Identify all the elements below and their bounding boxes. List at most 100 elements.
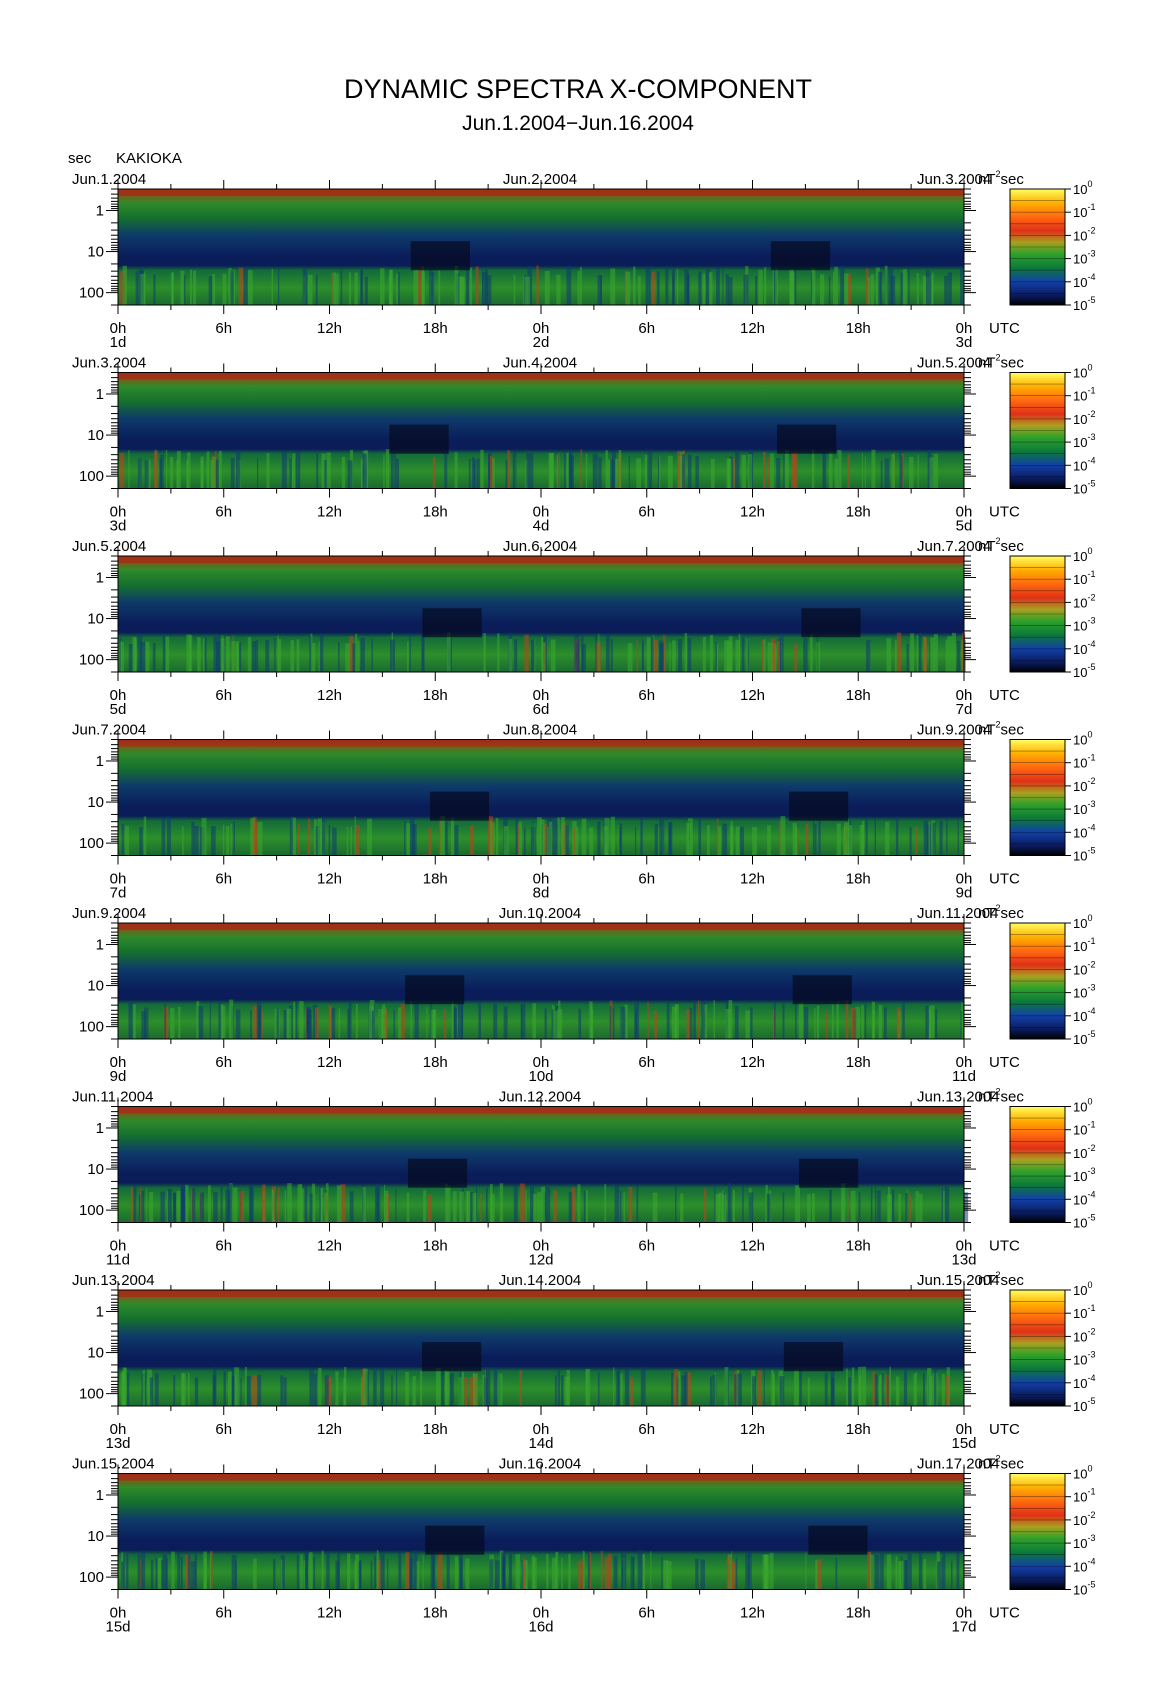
spectrogram-streak <box>395 458 400 489</box>
spectrogram-streak <box>222 824 225 856</box>
spectrogram-streak <box>276 1008 279 1039</box>
spectrogram-streak <box>530 1186 534 1223</box>
spectrogram-streak <box>124 825 129 856</box>
spectrogram-streak <box>621 1551 623 1590</box>
spectrogram-streak <box>799 1367 802 1406</box>
spectrogram-streak <box>933 453 939 489</box>
spectrogram-streak <box>735 451 740 489</box>
colorbar-tick-exponent: -1 <box>1087 1487 1095 1497</box>
spectrogram-streak <box>338 1008 341 1039</box>
spectrogram-streak <box>357 1561 362 1590</box>
spectrogram-streak <box>491 458 495 489</box>
spectrogram-streak <box>667 455 673 489</box>
colorbar-tick-base: 10 <box>1073 825 1087 840</box>
spectrogram-streak <box>951 632 956 672</box>
spectrogram-streak <box>636 458 641 489</box>
colorbar-tick-base: 10 <box>1073 252 1087 267</box>
spectrogram-streak <box>933 1367 937 1406</box>
spectrogram-streak <box>470 1192 474 1223</box>
spectrogram-streak <box>658 640 664 672</box>
panel-left-date: Jun.3.2004 <box>72 355 146 372</box>
spectrogram-streak <box>605 450 609 489</box>
spectrogram-streak <box>898 1194 901 1223</box>
spectrogram-streak <box>362 1187 366 1223</box>
spectrogram-streak <box>714 1185 716 1223</box>
colorbar-unit-tail: sec <box>1001 1272 1025 1289</box>
colorbar-tick-label: 10-4 <box>1073 1556 1095 1574</box>
spectrogram-streak <box>122 1367 127 1406</box>
colorbar-unit-base: nT <box>978 1456 996 1473</box>
spectrogram-top-band <box>118 739 964 747</box>
spectrogram-streak <box>782 1192 785 1223</box>
spectrogram-streak <box>597 821 601 856</box>
spectrogram-streak <box>653 639 658 672</box>
x-tick-label: 6h <box>638 1238 655 1255</box>
spectrogram-streak <box>870 274 875 305</box>
x-tick-label: 18h <box>423 687 448 704</box>
colorbar-tick-label: 100 <box>1073 730 1092 748</box>
spectrogram-streak <box>398 271 400 305</box>
spectrogram-streak <box>627 643 633 672</box>
spectrogram-streak <box>872 1371 875 1406</box>
colorbar-unit-label: nT2sec <box>978 169 1024 188</box>
spectrogram-streak <box>678 1370 681 1406</box>
spectrogram-texture <box>119 424 939 489</box>
spectrogram-streak <box>715 267 720 305</box>
spectrogram-streak <box>848 825 853 856</box>
colorbar-tick-exponent: -4 <box>1087 639 1095 649</box>
spectrogram-streak <box>220 1005 226 1039</box>
spectrogram-streak <box>416 1561 420 1590</box>
spectrogram-streak <box>360 637 365 672</box>
y-tick-label: 1 <box>96 386 104 403</box>
spectrogram-streak <box>879 1374 883 1406</box>
spectrogram-streak <box>412 1376 416 1406</box>
colorbar-tick-base: 10 <box>1073 1559 1087 1574</box>
spectrogram-streak <box>684 1372 688 1406</box>
spectrogram-streak <box>482 272 487 305</box>
spectrogram-streak <box>374 1187 379 1223</box>
x-tick-label: 18h <box>846 320 871 337</box>
colorbar-tick-base: 10 <box>1073 595 1087 610</box>
spectrogram-streak <box>907 1553 912 1590</box>
spectrogram-streak <box>153 274 156 305</box>
x-day-label: 4d <box>533 518 550 535</box>
x-tick-label: 12h <box>740 871 765 888</box>
colorbar-unit-tail: sec <box>1001 171 1025 188</box>
spectrogram-streak <box>637 1550 643 1590</box>
spectrogram-streak <box>234 1367 240 1406</box>
spectrogram-streak <box>240 1377 242 1406</box>
spectrogram-streak <box>960 1010 962 1039</box>
spectrogram-streak <box>220 1183 223 1223</box>
panel-left-date: Jun.13.2004 <box>72 1272 155 1289</box>
spectrogram-streak <box>414 1003 419 1039</box>
spectrogram-streak <box>152 642 156 672</box>
colorbar-tick-exponent: -4 <box>1087 272 1095 282</box>
spectrogram-streak <box>341 456 345 489</box>
spectrogram-streak <box>560 817 565 856</box>
spectrogram-streak <box>348 272 352 305</box>
spectrogram-streak <box>935 1009 938 1039</box>
spectrogram-streak <box>847 273 851 305</box>
spectrogram-streak <box>640 1367 646 1406</box>
x-tick-label: 6h <box>215 1421 232 1438</box>
spectrogram-quiet-patch <box>798 1158 859 1188</box>
spectrogram-streak <box>315 274 318 305</box>
spectrogram-streak <box>520 1004 523 1039</box>
spectrogram-streak <box>553 820 559 856</box>
spectrogram-streak <box>650 636 654 672</box>
spectrogram-streak <box>803 1006 809 1039</box>
spectrogram-streak <box>301 1188 305 1223</box>
spectrogram-streak <box>368 1005 374 1039</box>
spectrogram-streak <box>554 1375 557 1406</box>
spectrogram-quiet-patch <box>405 975 465 1005</box>
spectrogram-streak <box>902 1001 905 1039</box>
colorbar-tick-exponent: -3 <box>1087 1166 1095 1176</box>
spectrogram-streak <box>212 457 216 489</box>
x-tick-label: 6h <box>638 871 655 888</box>
colorbar-tick-label: 10-2 <box>1073 959 1095 977</box>
spectrogram-streak <box>430 1550 435 1590</box>
spectrogram-streak <box>822 451 825 489</box>
